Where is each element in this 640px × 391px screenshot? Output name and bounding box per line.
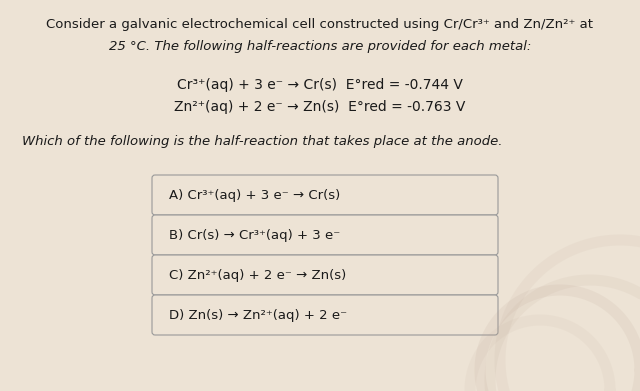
- Text: Cr³⁺(aq) + 3 e⁻ → Cr(s)  E°red = -0.744 V: Cr³⁺(aq) + 3 e⁻ → Cr(s) E°red = -0.744 V: [177, 78, 463, 92]
- Text: Which of the following is the half-reaction that takes place at the anode.: Which of the following is the half-react…: [22, 135, 502, 148]
- Text: D) Zn(s) → Zn²⁺(aq) + 2 e⁻: D) Zn(s) → Zn²⁺(aq) + 2 e⁻: [169, 308, 347, 321]
- Text: 25 °C. The following half-reactions are provided for each metal:: 25 °C. The following half-reactions are …: [109, 40, 531, 53]
- Text: Zn²⁺(aq) + 2 e⁻ → Zn(s)  E°red = -0.763 V: Zn²⁺(aq) + 2 e⁻ → Zn(s) E°red = -0.763 V: [174, 100, 466, 114]
- Text: C) Zn²⁺(aq) + 2 e⁻ → Zn(s): C) Zn²⁺(aq) + 2 e⁻ → Zn(s): [169, 269, 346, 282]
- FancyBboxPatch shape: [152, 295, 498, 335]
- FancyBboxPatch shape: [152, 175, 498, 215]
- FancyBboxPatch shape: [152, 215, 498, 255]
- Text: B) Cr(s) → Cr³⁺(aq) + 3 e⁻: B) Cr(s) → Cr³⁺(aq) + 3 e⁻: [169, 228, 340, 242]
- FancyBboxPatch shape: [152, 255, 498, 295]
- Text: A) Cr³⁺(aq) + 3 e⁻ → Cr(s): A) Cr³⁺(aq) + 3 e⁻ → Cr(s): [169, 188, 340, 201]
- Text: Consider a galvanic electrochemical cell constructed using Cr/Cr³⁺ and Zn/Zn²⁺ a: Consider a galvanic electrochemical cell…: [47, 18, 593, 31]
